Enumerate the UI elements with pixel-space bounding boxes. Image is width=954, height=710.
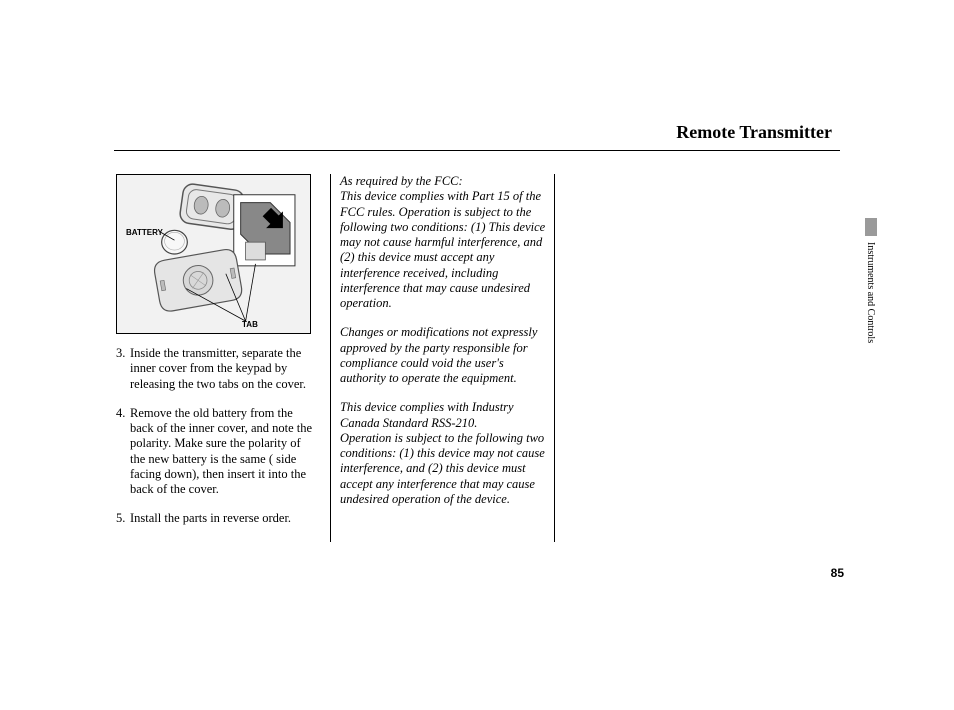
step-5: 5.Install the parts in reverse order. — [116, 511, 324, 526]
side-tab-marker — [865, 218, 877, 236]
transmitter-svg — [117, 175, 310, 333]
notices-column: As required by the FCC:This device compl… — [340, 174, 548, 521]
step-3: 3.Inside the transmitter, separate the i… — [116, 346, 324, 392]
canada-heading: This device complies with Industry Canad… — [340, 400, 514, 429]
battery-label: BATTERY — [126, 228, 163, 237]
step-number: 3. — [116, 346, 130, 361]
step-text: Remove the old battery from the back of … — [130, 406, 318, 498]
column-divider-right — [554, 174, 555, 542]
step-number: 4. — [116, 406, 130, 421]
page-container: Remote Transmitter — [0, 0, 954, 710]
title-rule — [114, 150, 840, 151]
step-4: 4.Remove the old battery from the back o… — [116, 406, 324, 498]
step-number: 5. — [116, 511, 130, 526]
canada-body: Operation is subject to the following tw… — [340, 431, 545, 506]
transmitter-illustration — [116, 174, 311, 334]
fcc-body: This device complies with Part 15 of the… — [340, 189, 545, 310]
side-tab: Instruments and Controls — [865, 218, 877, 384]
steps-column: 3.Inside the transmitter, separate the i… — [116, 346, 324, 541]
fcc-heading: As required by the FCC: — [340, 174, 463, 188]
tab-label: TAB — [242, 320, 258, 329]
page-number: 85 — [831, 566, 844, 580]
side-tab-text: Instruments and Controls — [865, 242, 876, 382]
column-divider-left — [330, 174, 331, 542]
modifications-notice: Changes or modifications not expressly a… — [340, 325, 548, 386]
canada-notice: This device complies with Industry Canad… — [340, 400, 548, 507]
step-text: Install the parts in reverse order. — [130, 511, 318, 526]
fcc-notice: As required by the FCC:This device compl… — [340, 174, 548, 311]
step-text: Inside the transmitter, separate the inn… — [130, 346, 318, 392]
page-title: Remote Transmitter — [676, 122, 832, 143]
